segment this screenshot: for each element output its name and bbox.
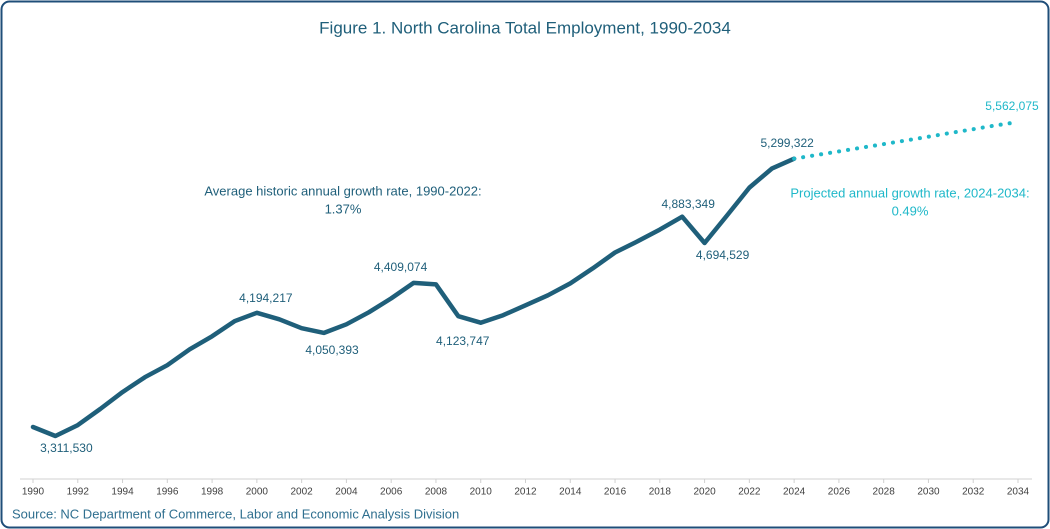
data-label: 4,050,393 bbox=[305, 343, 359, 357]
x-tick-label: 1992 bbox=[67, 487, 90, 498]
data-label: 4,409,074 bbox=[374, 260, 428, 274]
annotation: Average historic annual growth rate, 199… bbox=[204, 183, 481, 198]
data-label: 5,562,075 bbox=[985, 99, 1039, 113]
x-tick-label: 2024 bbox=[783, 487, 806, 498]
chart-title: Figure 1. North Carolina Total Employmen… bbox=[319, 18, 731, 37]
series-line bbox=[30, 156, 797, 439]
x-tick-label: 2012 bbox=[514, 487, 537, 498]
data-label: 3,311,530 bbox=[40, 441, 93, 455]
source-note: Source: NC Department of Commerce, Labor… bbox=[12, 506, 459, 521]
x-tick-label: 1990 bbox=[22, 487, 45, 498]
data-label: 4,194,217 bbox=[239, 291, 293, 305]
x-tick-label: 2006 bbox=[380, 487, 403, 498]
x-tick-label: 2016 bbox=[604, 487, 627, 498]
x-tick-label: 2034 bbox=[1007, 487, 1030, 498]
x-tick-label: 1998 bbox=[201, 487, 224, 498]
x-tick-label: 2008 bbox=[425, 487, 448, 498]
x-tick-label: 1994 bbox=[111, 487, 134, 498]
projection-line bbox=[792, 120, 1020, 161]
data-label: 5,299,322 bbox=[760, 136, 814, 150]
x-tick-label: 2004 bbox=[335, 487, 358, 498]
x-tick-label: 2002 bbox=[291, 487, 314, 498]
x-tick-label: 2018 bbox=[649, 487, 672, 498]
data-label: 4,883,349 bbox=[662, 197, 716, 211]
x-tick-label: 2014 bbox=[559, 487, 582, 498]
x-tick-label: 2022 bbox=[738, 487, 761, 498]
x-tick-label: 2020 bbox=[693, 487, 716, 498]
x-tick-label: 2026 bbox=[828, 487, 851, 498]
annotation: 0.49% bbox=[892, 203, 929, 218]
annotation: Projected annual growth rate, 2024-2034: bbox=[790, 185, 1029, 200]
x-tick-label: 2032 bbox=[962, 487, 985, 498]
x-tick-label: 2028 bbox=[873, 487, 896, 498]
data-label: 4,694,529 bbox=[696, 248, 750, 262]
x-tick-label: 2030 bbox=[917, 487, 940, 498]
x-tick-label: 1996 bbox=[156, 487, 179, 498]
annotation: 1.37% bbox=[325, 201, 362, 216]
data-label: 4,123,747 bbox=[436, 334, 490, 348]
x-tick-label: 2010 bbox=[470, 487, 493, 498]
x-tick-label: 2000 bbox=[246, 487, 269, 498]
